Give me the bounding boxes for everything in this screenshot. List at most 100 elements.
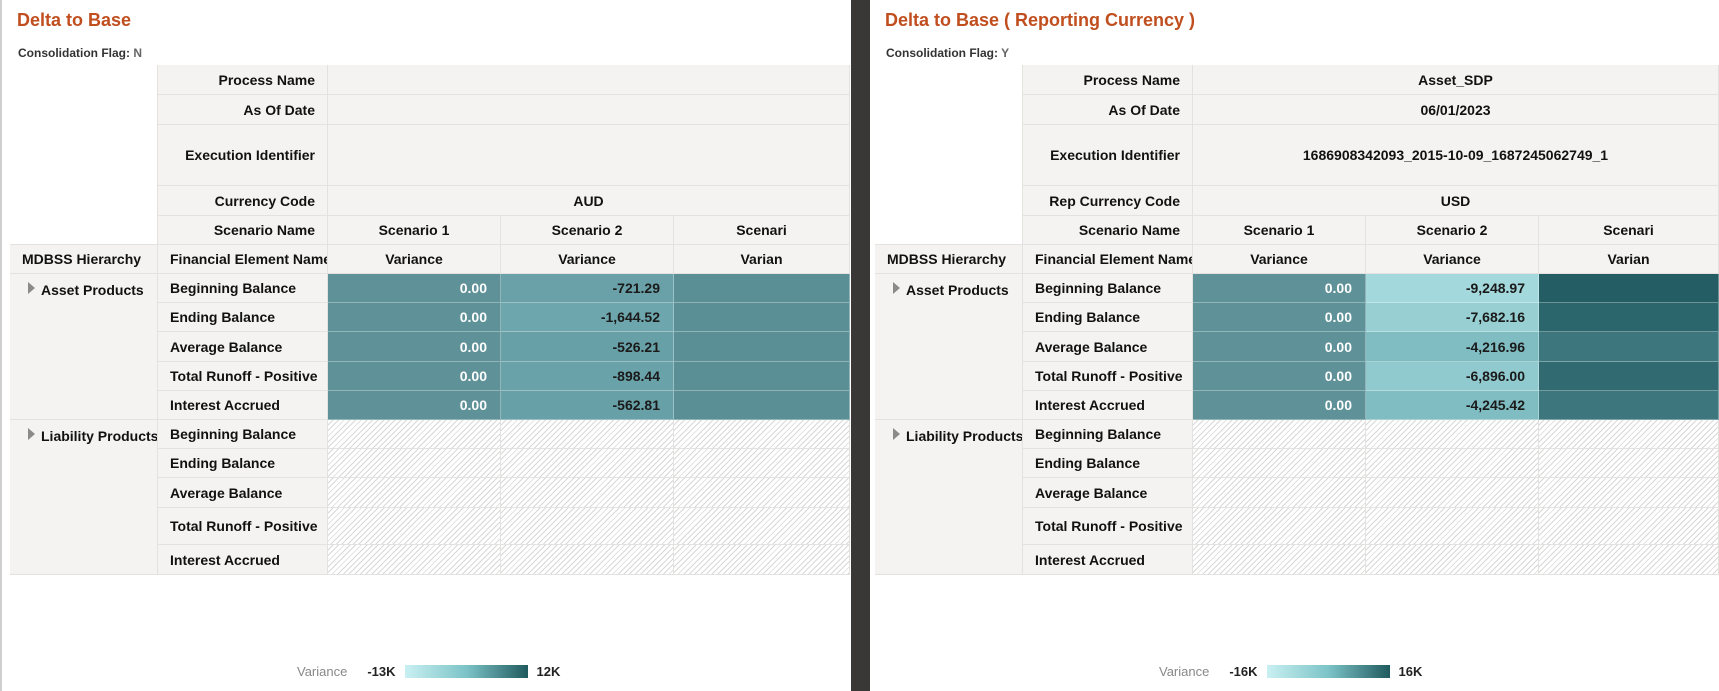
variance-cell[interactable]: -898.44	[501, 362, 674, 391]
variance-cell-empty[interactable]	[501, 449, 674, 478]
variance-cell-empty[interactable]	[1539, 508, 1719, 545]
variance-cell[interactable]: 0.00	[1193, 332, 1366, 362]
right-panel: Delta to Base ( Reporting Currency ) Cons…	[870, 0, 1719, 691]
variance-cell-empty[interactable]	[1366, 449, 1539, 478]
as-of-date-value: 06/01/2023	[1193, 95, 1719, 125]
asset-products-group[interactable]: Asset Products	[10, 274, 158, 420]
left-panel: Delta to Base Consolidation Flag: N Proces…	[0, 0, 851, 691]
variance-cell[interactable]: 0.00	[1193, 391, 1366, 420]
variance-cell-empty[interactable]	[1366, 478, 1539, 508]
variance-header-1[interactable]: Variance	[1193, 245, 1366, 274]
expand-triangle-icon[interactable]	[893, 428, 900, 440]
variance-cell[interactable]	[674, 274, 850, 303]
variance-cell-empty[interactable]	[674, 545, 850, 575]
variance-cell-empty[interactable]	[501, 508, 674, 545]
variance-cell-empty[interactable]	[328, 478, 501, 508]
expand-triangle-icon[interactable]	[28, 282, 35, 294]
variance-cell[interactable]: 0.00	[1193, 303, 1366, 332]
variance-header-2[interactable]: Variance	[501, 245, 674, 274]
expand-triangle-icon[interactable]	[28, 428, 35, 440]
financial-element-name: Total Runoff - Positive	[158, 362, 328, 391]
liability-products-group[interactable]: Liability Products	[875, 420, 1023, 575]
variance-cell[interactable]	[1539, 391, 1719, 420]
variance-cell[interactable]: -6,896.00	[1366, 362, 1539, 391]
variance-cell-empty[interactable]	[674, 508, 850, 545]
variance-cell[interactable]: 0.00	[328, 303, 501, 332]
variance-cell[interactable]: 0.00	[1193, 274, 1366, 303]
variance-header-1[interactable]: Variance	[328, 245, 501, 274]
variance-cell-empty[interactable]	[1193, 478, 1366, 508]
panel-divider[interactable]	[851, 0, 870, 691]
variance-cell[interactable]	[1539, 362, 1719, 391]
variance-cell-empty[interactable]	[501, 545, 674, 575]
expand-triangle-icon[interactable]	[893, 282, 900, 294]
variance-cell-empty[interactable]	[1193, 545, 1366, 575]
variance-cell-empty[interactable]	[501, 478, 674, 508]
variance-cell[interactable]	[674, 332, 850, 362]
variance-cell-empty[interactable]	[1539, 449, 1719, 478]
variance-header-3[interactable]: Varian	[1539, 245, 1719, 274]
variance-cell-empty[interactable]	[1366, 545, 1539, 575]
legend-min: -13K	[367, 664, 396, 679]
variance-cell-empty[interactable]	[328, 449, 501, 478]
variance-cell-empty[interactable]	[674, 420, 850, 449]
variance-cell[interactable]: 0.00	[1193, 362, 1366, 391]
variance-cell-empty[interactable]	[674, 449, 850, 478]
currency-code-value: AUD	[328, 186, 850, 216]
group-name: Liability Products	[41, 428, 158, 444]
variance-cell[interactable]: -7,682.16	[1366, 303, 1539, 332]
variance-cell[interactable]	[1539, 274, 1719, 303]
variance-cell[interactable]	[674, 362, 850, 391]
scenario-header-2[interactable]: Scenario 2	[1366, 216, 1539, 245]
variance-cell-empty[interactable]	[328, 508, 501, 545]
variance-cell[interactable]: -1,644.52	[501, 303, 674, 332]
variance-cell[interactable]	[674, 391, 850, 420]
scenario-header-3[interactable]: Scenari	[674, 216, 850, 245]
hierarchy-header[interactable]: MDBSS Hierarchy	[10, 245, 158, 274]
liability-products-group[interactable]: Liability Products	[10, 420, 158, 575]
variance-cell-empty[interactable]	[1193, 508, 1366, 545]
variance-cell[interactable]: 0.00	[328, 274, 501, 303]
consolidation-flag-value: Y	[1001, 46, 1010, 60]
process-name-value: Asset_SDP	[1193, 65, 1719, 95]
scenario-header-3[interactable]: Scenari	[1539, 216, 1719, 245]
scenario-header-1[interactable]: Scenario 1	[1193, 216, 1366, 245]
variance-cell[interactable]: -721.29	[501, 274, 674, 303]
variance-cell[interactable]: -4,216.96	[1366, 332, 1539, 362]
variance-cell-empty[interactable]	[1193, 449, 1366, 478]
variance-cell-empty[interactable]	[1539, 420, 1719, 449]
variance-cell-empty[interactable]	[1539, 478, 1719, 508]
variance-cell[interactable]: 0.00	[328, 332, 501, 362]
variance-cell[interactable]: -526.21	[501, 332, 674, 362]
variance-cell-empty[interactable]	[1539, 545, 1719, 575]
financial-element-header[interactable]: Financial Element Name	[1023, 245, 1193, 274]
variance-cell-empty[interactable]	[328, 545, 501, 575]
process-name-label: Process Name	[158, 65, 328, 95]
variance-cell-empty[interactable]	[501, 420, 674, 449]
scenario-header-2[interactable]: Scenario 2	[501, 216, 674, 245]
financial-element-name: Ending Balance	[1023, 449, 1193, 478]
legend-gradient-bar	[1266, 665, 1390, 678]
variance-cell-empty[interactable]	[1366, 420, 1539, 449]
hierarchy-header[interactable]: MDBSS Hierarchy	[875, 245, 1023, 274]
variance-cell[interactable]: 0.00	[328, 362, 501, 391]
variance-cell-empty[interactable]	[1366, 508, 1539, 545]
asset-products-group[interactable]: Asset Products	[875, 274, 1023, 420]
variance-cell[interactable]: -4,245.42	[1366, 391, 1539, 420]
financial-element-header[interactable]: Financial Element Name	[158, 245, 328, 274]
variance-cell-empty[interactable]	[1193, 420, 1366, 449]
pivot-table: Process Name Asset_SDP As Of Date 06/01/202…	[875, 65, 1719, 625]
variance-cell-empty[interactable]	[674, 478, 850, 508]
variance-cell[interactable]	[1539, 303, 1719, 332]
variance-cell[interactable]: 0.00	[328, 391, 501, 420]
variance-header-3[interactable]: Varian	[674, 245, 850, 274]
variance-cell-empty[interactable]	[328, 420, 501, 449]
financial-element-name: Beginning Balance	[1023, 420, 1193, 449]
variance-header-2[interactable]: Variance	[1366, 245, 1539, 274]
variance-cell[interactable]: -562.81	[501, 391, 674, 420]
variance-cell[interactable]: -9,248.97	[1366, 274, 1539, 303]
variance-cell[interactable]	[1539, 332, 1719, 362]
financial-element-name: Beginning Balance	[158, 274, 328, 303]
scenario-header-1[interactable]: Scenario 1	[328, 216, 501, 245]
variance-cell[interactable]	[674, 303, 850, 332]
